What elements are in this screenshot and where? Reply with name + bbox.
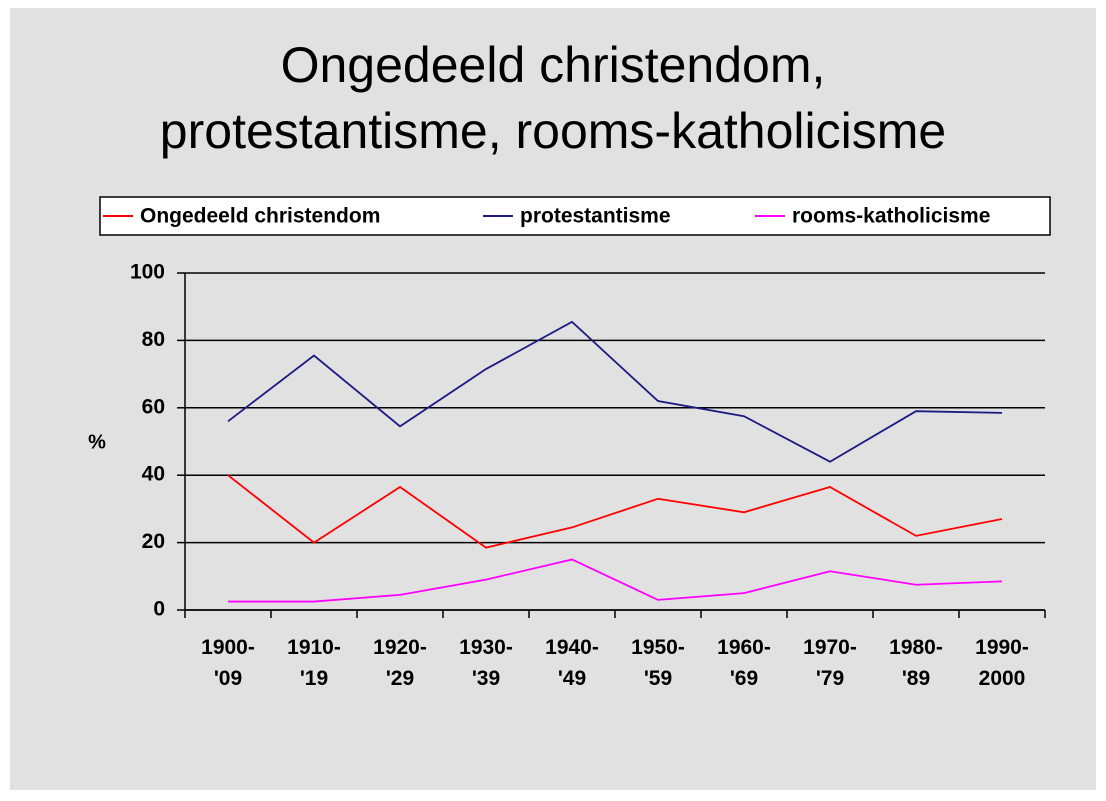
legend-box — [99, 196, 1051, 236]
y-tick-label: 60 — [142, 395, 165, 418]
legend-label: Ongedeeld christendom — [140, 205, 380, 228]
y-tick-label: 0 — [153, 598, 165, 621]
series-line — [227, 320, 1003, 463]
y-tick-label: 40 — [142, 463, 165, 486]
legend-label: rooms-katholicisme — [792, 205, 990, 228]
series-line — [227, 474, 1003, 549]
x-tick-label: 1910- '19 — [287, 636, 341, 690]
y-tick-label: 20 — [142, 530, 165, 553]
x-tick-label: 1940- '49 — [545, 636, 599, 690]
y-tick-label: 80 — [142, 328, 165, 351]
y-axis-label: % — [88, 431, 106, 453]
x-tick-label: 1980- '89 — [889, 636, 943, 690]
x-tick-label: 1930- '39 — [459, 636, 513, 690]
x-tick-label: 1990- 2000 — [975, 636, 1029, 690]
x-tick-label: 1920- '29 — [373, 636, 427, 690]
y-tick-label: 100 — [130, 261, 165, 284]
series-line — [228, 558, 1003, 603]
slide-background — [10, 8, 1096, 790]
x-tick-label: 1900- '09 — [201, 636, 255, 690]
chart-title: Ongedeeld christendom, protestantisme, r… — [159, 37, 947, 159]
legend-label: protestantisme — [520, 205, 671, 228]
x-tick-label: 1970- '79 — [803, 636, 857, 690]
x-tick-label: 1960- '69 — [717, 636, 771, 690]
x-tick-label: 1950- '59 — [631, 636, 685, 690]
